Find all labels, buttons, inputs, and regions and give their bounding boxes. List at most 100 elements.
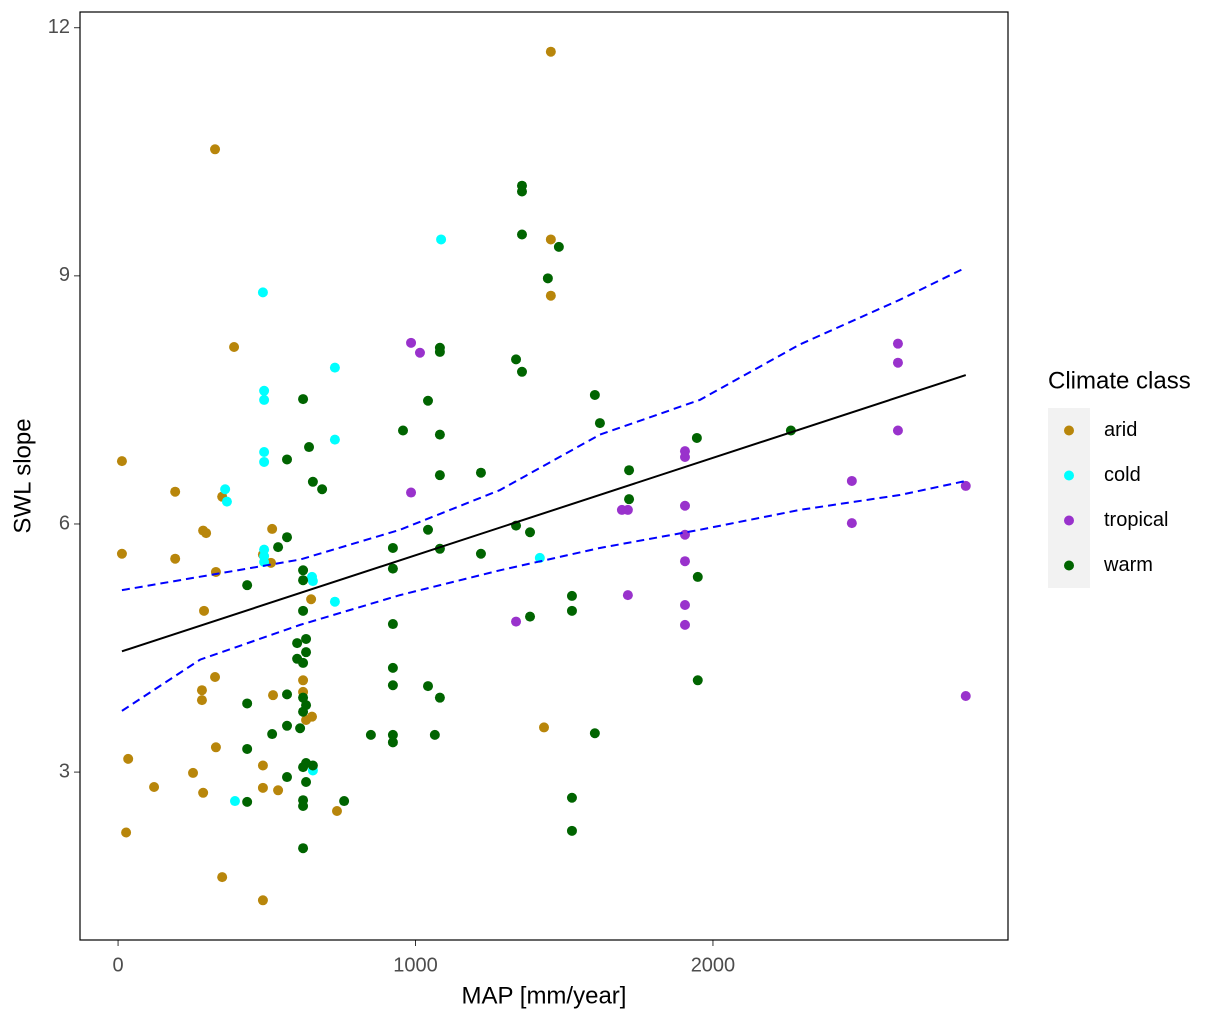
point [429, 729, 440, 740]
x-tick-label: 1000 [393, 954, 438, 976]
point [398, 425, 409, 436]
y-tick-label: 9 [59, 264, 70, 286]
point [306, 594, 317, 605]
point [525, 527, 536, 538]
point [259, 456, 270, 467]
point [121, 827, 132, 838]
point [692, 675, 703, 686]
point [188, 767, 199, 778]
point [691, 432, 702, 443]
point [210, 742, 221, 753]
point [892, 338, 903, 349]
point [846, 518, 857, 529]
point [542, 273, 553, 284]
point [273, 785, 284, 796]
legend-label: arid [1104, 419, 1137, 441]
point [475, 548, 486, 559]
point [298, 575, 309, 586]
point [622, 590, 633, 601]
point [267, 729, 278, 740]
point [298, 394, 309, 405]
point [892, 357, 903, 368]
point [199, 605, 210, 616]
legend-key [1064, 425, 1074, 436]
point [282, 689, 293, 700]
point [268, 690, 279, 701]
point [229, 796, 240, 807]
point [387, 662, 398, 673]
point [282, 720, 293, 731]
point [960, 691, 971, 702]
point [201, 528, 212, 539]
confidence-line [121, 479, 966, 712]
point [196, 695, 207, 706]
point [387, 542, 398, 553]
point [387, 680, 398, 691]
point [259, 394, 270, 405]
point [221, 496, 232, 507]
point [434, 692, 445, 703]
point [329, 434, 340, 445]
point [298, 565, 309, 576]
x-tick-label: 0 [113, 954, 124, 976]
point [317, 484, 328, 495]
point [304, 442, 315, 453]
point [210, 144, 221, 155]
point [242, 698, 253, 709]
point [624, 465, 635, 476]
y-tick-label: 12 [48, 16, 70, 38]
point [406, 487, 417, 498]
point [387, 563, 398, 574]
point [553, 241, 564, 252]
point [436, 234, 447, 245]
point [123, 753, 134, 764]
point [679, 556, 690, 567]
legend-title: Climate class [1048, 367, 1191, 394]
point [692, 571, 703, 582]
point [298, 843, 309, 854]
point [116, 456, 127, 467]
point [339, 796, 350, 807]
point [387, 729, 398, 740]
point [534, 552, 545, 563]
point [566, 792, 577, 803]
point [423, 395, 433, 406]
y-tick-label: 6 [59, 512, 70, 534]
point [196, 685, 207, 696]
point [331, 805, 342, 816]
point [475, 467, 486, 478]
point [116, 548, 127, 559]
point [259, 447, 270, 458]
point [423, 524, 433, 535]
point [307, 576, 318, 587]
point [149, 781, 160, 792]
point [624, 494, 635, 505]
legend-key [1064, 560, 1074, 571]
point [329, 362, 340, 373]
point [545, 290, 556, 301]
point [892, 425, 903, 436]
point [679, 500, 690, 511]
point [307, 711, 317, 722]
legend-label: tropical [1104, 509, 1168, 531]
point [307, 760, 318, 771]
point [414, 347, 425, 358]
point [170, 486, 181, 497]
point [298, 801, 309, 812]
point [545, 234, 556, 245]
point [301, 633, 312, 644]
point [298, 675, 309, 686]
point [210, 671, 221, 682]
confidence-line [121, 266, 967, 592]
point [257, 782, 268, 793]
point [846, 475, 857, 486]
point [170, 553, 181, 564]
point [220, 484, 231, 495]
point [679, 600, 690, 611]
point [257, 760, 268, 771]
point [406, 337, 417, 348]
point [242, 743, 253, 754]
point [594, 418, 605, 429]
